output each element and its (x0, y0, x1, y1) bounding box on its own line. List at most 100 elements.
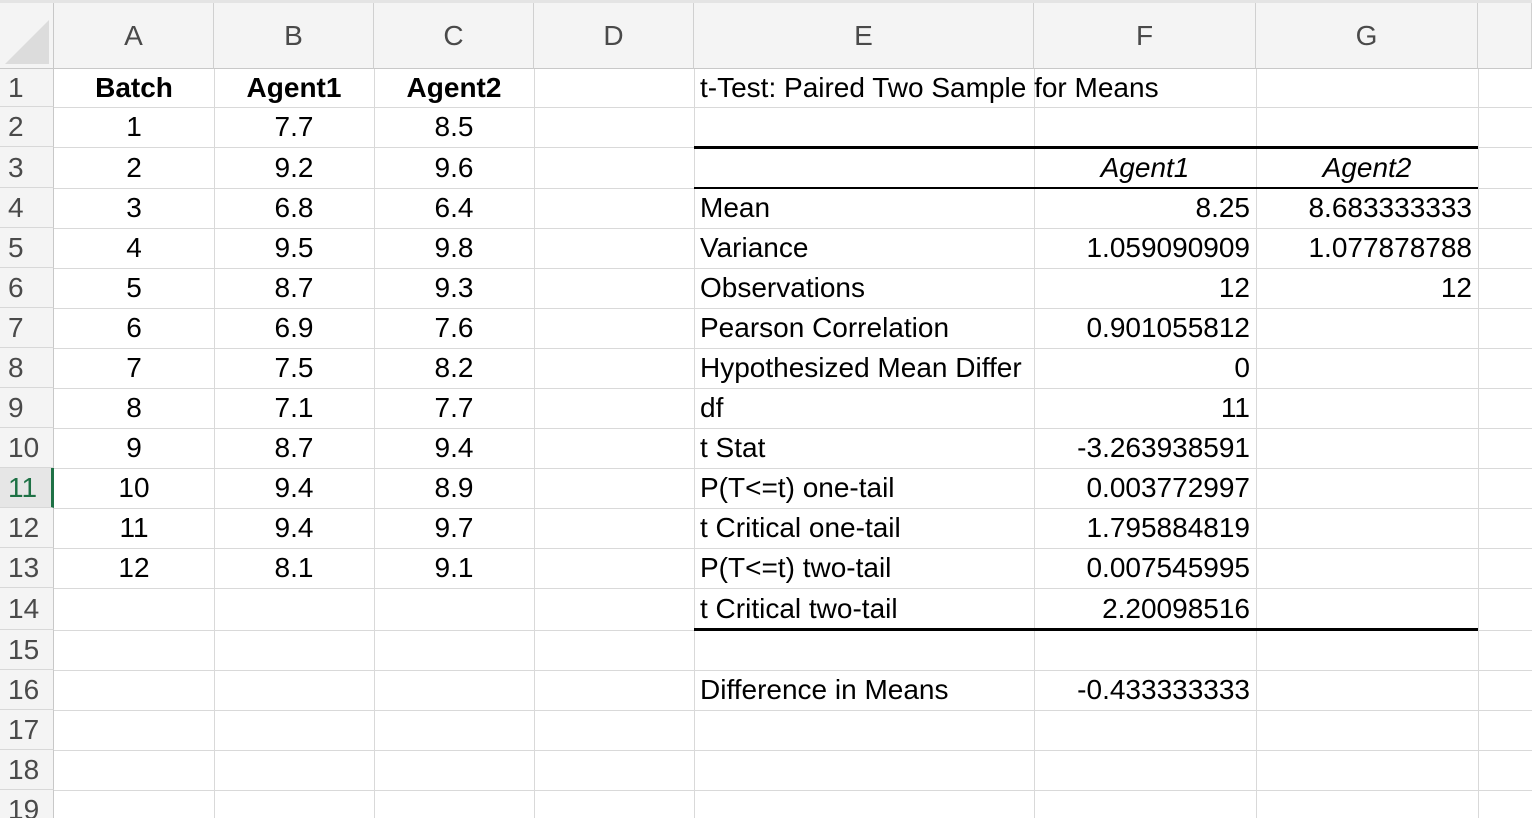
ttest-value-agent2[interactable] (1256, 428, 1478, 468)
data-cell[interactable]: 7.6 (434, 312, 474, 343)
select-all-corner[interactable] (0, 3, 54, 69)
ttest-label[interactable]: Pearson Correlation (700, 312, 950, 343)
difference-label[interactable]: Difference in Means (700, 674, 949, 705)
data-cell[interactable]: 2 (126, 152, 142, 183)
ttest-value-agent1[interactable]: 2.20098516 (1102, 593, 1250, 624)
ttest-label[interactable]: P(T<=t) one-tail (700, 472, 895, 503)
row-header-11[interactable]: 11 (0, 468, 54, 508)
column-header-d[interactable]: D (534, 3, 694, 69)
column-header-b[interactable]: B (214, 3, 374, 69)
ttest-value-agent2[interactable]: 1.077878788 (1308, 232, 1472, 263)
data-cell[interactable]: 7 (126, 352, 142, 383)
ttest-value-agent2[interactable] (1256, 548, 1478, 588)
row-header-9[interactable]: 9 (0, 388, 54, 428)
row-header-16[interactable]: 16 (0, 670, 54, 710)
ttest-label[interactable]: Variance (700, 232, 809, 263)
ttest-value-agent1[interactable]: 0.901055812 (1086, 312, 1250, 343)
data-cell[interactable]: 3 (126, 192, 142, 223)
data-cell[interactable]: 8.7 (274, 432, 314, 463)
difference-value[interactable]: -0.433333333 (1077, 674, 1250, 705)
ttest-value-agent2[interactable]: 8.683333333 (1308, 192, 1472, 223)
data-cell[interactable]: 9.5 (274, 232, 314, 263)
data-cell[interactable]: 6.9 (274, 312, 314, 343)
ttest-value-agent2[interactable] (1256, 308, 1478, 348)
data-cell[interactable]: 4 (126, 232, 142, 263)
data-cell[interactable]: 6 (126, 312, 142, 343)
ttest-header-agent1[interactable]: Agent1 (1100, 152, 1190, 183)
data-cell[interactable]: 8 (126, 392, 142, 423)
row-header-1[interactable]: 1 (0, 69, 54, 107)
row-header-4[interactable]: 4 (0, 188, 54, 228)
row-header-8[interactable]: 8 (0, 348, 54, 388)
ttest-label[interactable]: Observations (700, 272, 865, 303)
row-header-5[interactable]: 5 (0, 228, 54, 268)
data-cell[interactable]: 7.7 (274, 111, 314, 142)
data-cell[interactable]: 8.9 (434, 472, 474, 503)
ttest-label[interactable]: t Stat (700, 432, 766, 463)
ttest-value-agent1[interactable]: -3.263938591 (1077, 432, 1250, 463)
row-header-7[interactable]: 7 (0, 308, 54, 348)
ttest-value-agent1[interactable]: 12 (1218, 272, 1250, 303)
data-cell[interactable]: 7.7 (434, 392, 474, 423)
data-cell[interactable]: 6.4 (434, 192, 474, 223)
ttest-value-agent1[interactable]: 0.003772997 (1086, 472, 1250, 503)
ttest-label[interactable]: P(T<=t) two-tail (700, 552, 892, 583)
row-header-18[interactable]: 18 (0, 750, 54, 790)
data-cell[interactable]: 9.4 (274, 512, 314, 543)
row-header-10[interactable]: 10 (0, 428, 54, 468)
column-header-a[interactable]: A (54, 3, 214, 69)
ttest-value-agent1[interactable]: 0 (1234, 352, 1250, 383)
header-cell-batch[interactable]: Batch (95, 72, 173, 103)
ttest-title[interactable]: t-Test: Paired Two Sample for Means (700, 72, 1159, 103)
data-cell[interactable]: 9 (126, 432, 142, 463)
column-header-h[interactable] (1478, 3, 1532, 69)
header-cell-agent1[interactable]: Agent1 (246, 72, 342, 103)
row-header-13[interactable]: 13 (0, 548, 54, 588)
column-header-f[interactable]: F (1034, 3, 1256, 69)
data-cell[interactable]: 8.7 (274, 272, 314, 303)
data-cell[interactable]: 12 (118, 552, 150, 583)
ttest-value-agent2[interactable] (1256, 348, 1478, 388)
ttest-value-agent2[interactable] (1256, 508, 1478, 548)
ttest-header-agent2[interactable]: Agent2 (1322, 152, 1412, 183)
data-cell[interactable]: 9.7 (434, 512, 474, 543)
data-cell[interactable]: 8.2 (434, 352, 474, 383)
data-cell[interactable]: 9.1 (434, 552, 474, 583)
data-cell[interactable]: 9.6 (434, 152, 474, 183)
data-cell[interactable]: 9.3 (434, 272, 474, 303)
data-cell[interactable]: 8.5 (434, 111, 474, 142)
row-header-15[interactable]: 15 (0, 630, 54, 670)
row-header-14[interactable]: 14 (0, 588, 54, 630)
row-header-19[interactable]: 19 (0, 790, 54, 818)
column-header-e[interactable]: E (694, 3, 1034, 69)
header-cell-agent2[interactable]: Agent2 (406, 72, 502, 103)
data-cell[interactable]: 7.5 (274, 352, 314, 383)
ttest-value-agent2[interactable]: 12 (1440, 272, 1472, 303)
data-cell[interactable]: 11 (119, 512, 149, 543)
data-cell[interactable]: 9.4 (274, 472, 314, 503)
ttest-value-agent1[interactable]: 0.007545995 (1086, 552, 1250, 583)
ttest-value-agent1[interactable]: 8.25 (1195, 192, 1251, 223)
data-cell[interactable]: 9.8 (434, 232, 474, 263)
ttest-label[interactable]: Hypothesized Mean Differ (700, 352, 1022, 383)
data-cell[interactable]: 5 (126, 272, 142, 303)
data-cell[interactable]: 9.4 (434, 432, 474, 463)
ttest-label[interactable]: t Critical one-tail (700, 512, 901, 543)
row-header-2[interactable]: 2 (0, 107, 54, 147)
ttest-label[interactable]: df (700, 392, 724, 423)
data-cell[interactable]: 7.1 (274, 392, 314, 423)
ttest-value-agent1[interactable]: 1.795884819 (1086, 512, 1250, 543)
ttest-value-agent2[interactable] (1256, 588, 1478, 630)
row-header-3[interactable]: 3 (0, 147, 54, 188)
row-header-17[interactable]: 17 (0, 710, 54, 750)
data-cell[interactable]: 6.8 (274, 192, 314, 223)
ttest-label[interactable]: Mean (700, 192, 771, 223)
data-cell[interactable]: 8.1 (274, 552, 314, 583)
ttest-value-agent2[interactable] (1256, 468, 1478, 508)
row-header-12[interactable]: 12 (0, 508, 54, 548)
ttest-label[interactable]: t Critical two-tail (700, 593, 898, 624)
row-header-6[interactable]: 6 (0, 268, 54, 308)
ttest-value-agent2[interactable] (1256, 388, 1478, 428)
data-cell[interactable]: 9.2 (274, 152, 314, 183)
column-header-g[interactable]: G (1256, 3, 1478, 69)
